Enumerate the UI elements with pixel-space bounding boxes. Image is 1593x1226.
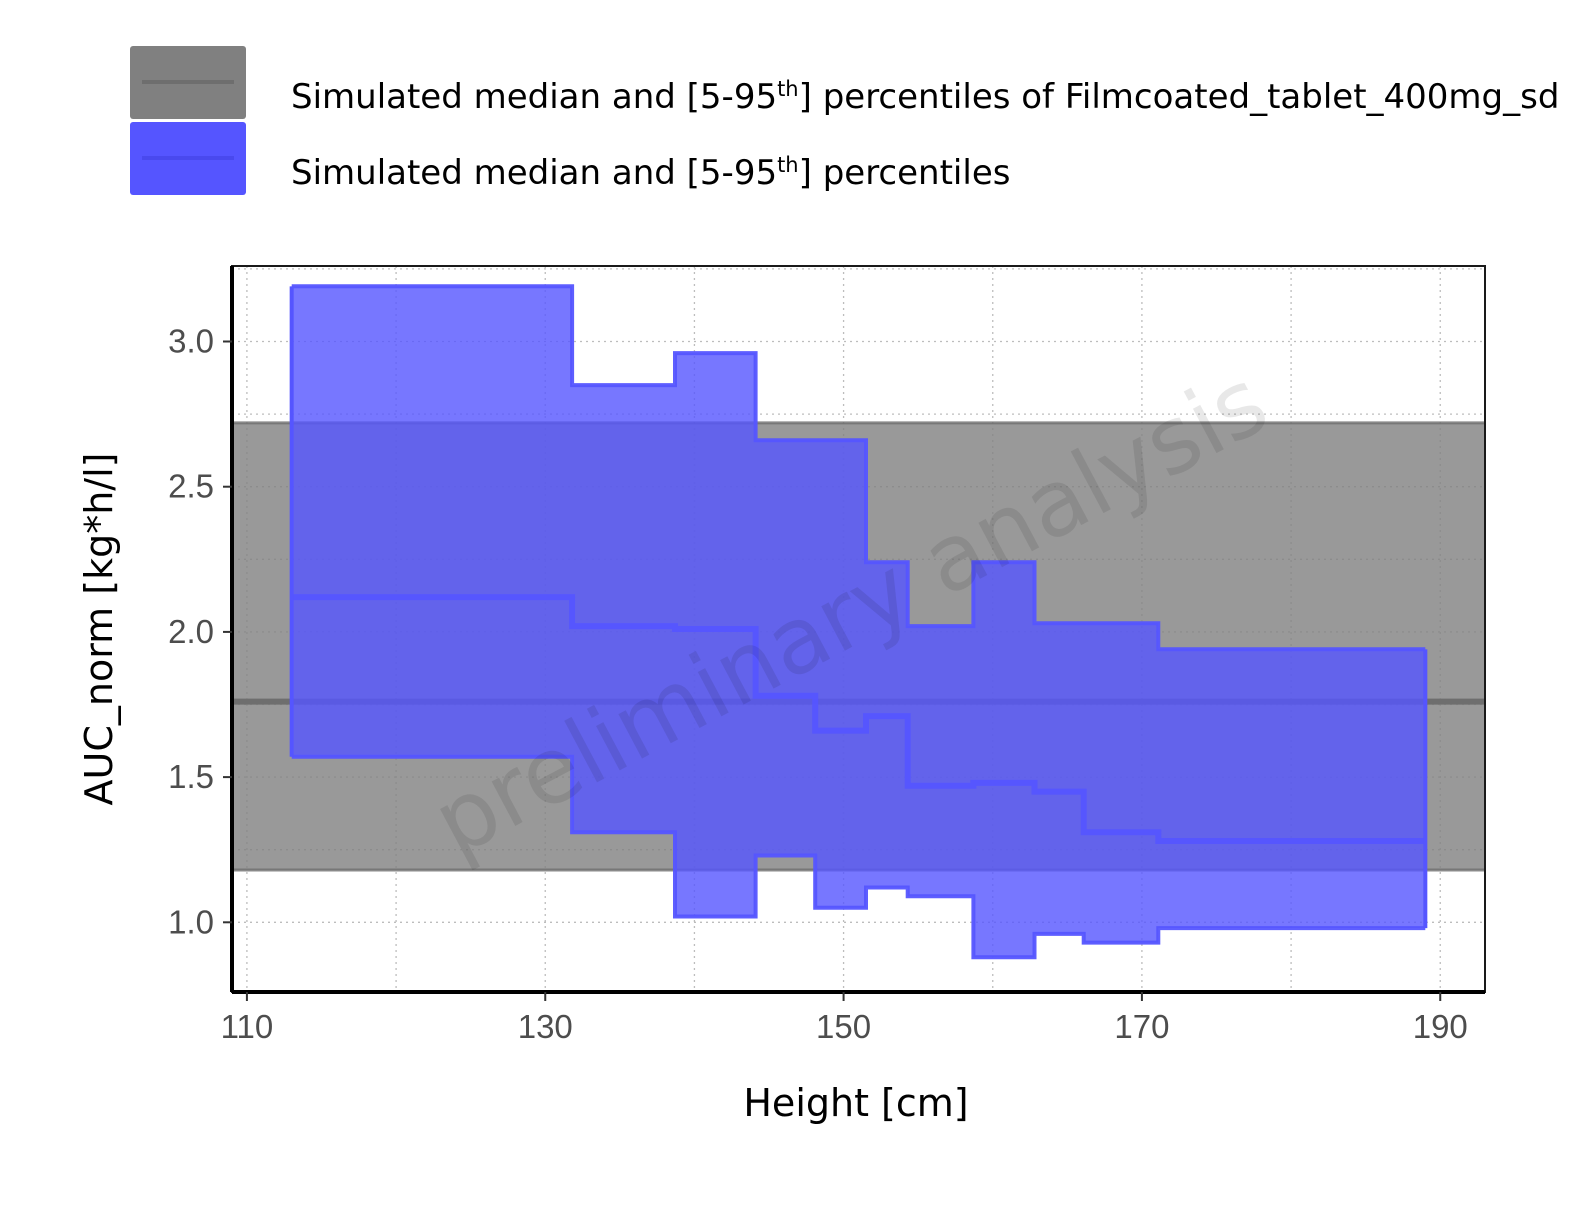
series-median-line <box>291 594 1426 844</box>
y-tick-label: 1.5 <box>168 758 214 795</box>
y-tick-label: 2.0 <box>168 613 214 650</box>
legend-label-reference: Simulated median and [5-95th] percentile… <box>291 77 1559 117</box>
legend: Simulated median and [5-95th] percentile… <box>130 46 1559 195</box>
axes: 110 130 150 170 190 1.0 1.5 2.0 2.5 3.0 <box>168 265 1486 1045</box>
series-lower-line <box>291 754 1426 960</box>
x-tick-label: 190 <box>1413 1008 1468 1045</box>
y-axis-title: AUC_norm [kg*h/l] <box>77 453 121 806</box>
x-axis-title: Height [cm] <box>743 1081 968 1125</box>
y-tick-label: 3.0 <box>168 323 214 360</box>
legend-label-simulated: Simulated median and [5-95th] percentile… <box>291 153 1010 193</box>
x-tick-label: 110 <box>221 1008 274 1045</box>
y-tick-label: 2.5 <box>168 468 214 505</box>
series-upper-line <box>291 284 1426 652</box>
legend-item-reference: Simulated median and [5-95th] percentile… <box>130 46 1559 119</box>
y-tick-label: 1.0 <box>168 903 214 940</box>
x-tick-label: 130 <box>518 1008 573 1045</box>
x-tick-label: 150 <box>816 1008 871 1045</box>
x-tick-label: 170 <box>1114 1008 1169 1045</box>
series-layer <box>289 284 1428 960</box>
series-percentile-band <box>291 286 1426 958</box>
plot-area: preliminary analysis 110 130 150 170 1901.01… <box>168 265 1486 1045</box>
legend-item-simulated: Simulated median and [5-95th] percentile… <box>130 122 1010 195</box>
